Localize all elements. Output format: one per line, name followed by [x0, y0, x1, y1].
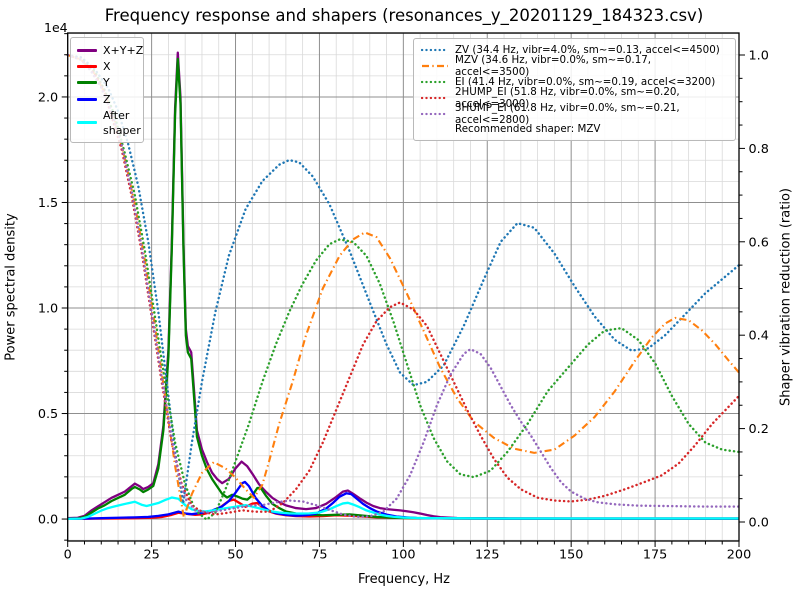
y-right-tick-label: 0.2: [749, 422, 769, 437]
y-left-tick-label: 1.5: [38, 196, 58, 211]
legend-recommended-shaper: Recommended shaper: MZV: [455, 123, 601, 136]
y-left-tick-label: 0.5: [38, 407, 58, 422]
legend-sample-line-icon: [422, 64, 448, 67]
legend-item-label: ZV (34.4 Hz, vibr=4.0%, sm~=0.13, accel<…: [455, 43, 720, 56]
legend-item-z: Z: [77, 91, 137, 107]
y-axis-right-label: Shaper vibration reduction (ratio): [778, 188, 794, 406]
x-tick-label: 125: [475, 548, 499, 563]
legend-item-label: 3HUMP_EI (61.8 Hz, vibr=0.0%, sm~=0.21, …: [455, 101, 680, 126]
legend-sample: [420, 92, 450, 104]
y-right-tick-label: 0.0: [749, 515, 769, 530]
y-right-tick-label: 0.4: [749, 329, 769, 344]
legend-sample-line-icon: [77, 48, 97, 52]
x-tick-label: 75: [311, 548, 327, 563]
legend-item-label: Z: [103, 92, 111, 106]
legend-item-after-shaper: After shaper: [77, 108, 141, 138]
legend-sample-line-icon: [420, 80, 450, 83]
legend-sample: [420, 76, 450, 88]
x-tick-label: 175: [643, 548, 667, 563]
legend-item-label: EI (41.4 Hz, vibr=0.0%, sm~=0.19, accel<…: [455, 75, 716, 88]
chart-title: Frequency response and shapers (resonanc…: [104, 6, 704, 25]
legend-psd: X+Y+Z X Y Z After shaper: [70, 37, 144, 143]
series-y: [67, 57, 739, 520]
y-right-tick-label: 1.0: [749, 49, 769, 64]
legend-sample-line-icon: [420, 96, 450, 99]
legend-item-label: After shaper: [103, 108, 141, 137]
series-3hump_ei: [66, 53, 740, 519]
legend-item-zv: ZV (34.4 Hz, vibr=4.0%, sm~=0.13, accel<…: [420, 42, 728, 58]
y-left-tick-label: 1.0: [38, 302, 58, 317]
legend-item-label: Y: [103, 76, 110, 90]
legend-sample: [420, 108, 450, 120]
legend-item-3hump_ei: 3HUMP_EI (61.8 Hz, vibr=0.0%, sm~=0.21, …: [420, 102, 728, 126]
y-right-tick-label: 0.8: [749, 142, 769, 157]
legend-item-x+y+z: X+Y+Z: [77, 42, 143, 58]
legend-item-ei: EI (41.4 Hz, vibr=0.0%, sm~=0.19, accel<…: [420, 74, 728, 90]
legend-item-label: X: [103, 60, 111, 74]
legend-item-x: X: [77, 58, 137, 74]
x-tick-label: 100: [391, 548, 415, 563]
series-ei: [66, 53, 740, 521]
ticks: [61, 33, 745, 547]
legend-item-mzv: MZV (34.6 Hz, vibr=0.0%, sm~=0.17, accel…: [421, 54, 728, 78]
legend-sample-line-icon: [420, 112, 450, 115]
legend-shapers: ZV (34.4 Hz, vibr=4.0%, sm~=0.13, accel<…: [413, 38, 736, 142]
legend-item-label: 2HUMP_EI (51.8 Hz, vibr=0.0%, sm~=0.20, …: [455, 85, 680, 110]
legend-sample-line-icon: [77, 65, 97, 69]
series-2hump_ei: [66, 53, 740, 516]
x-tick-label: 25: [143, 548, 159, 563]
x-tick-label: 150: [559, 548, 583, 563]
x-tick-label: 0: [64, 548, 72, 563]
legend-sample: [420, 44, 450, 56]
legend-sample-line-icon: [420, 48, 450, 52]
legend-sample-line-icon: [77, 121, 97, 125]
legend-sample-line-icon: [77, 81, 97, 85]
series-after-shaper: [67, 496, 739, 520]
y-left-tick-label: 2.0: [38, 90, 58, 105]
tick-labels: 0 25 50 75 100 125 150 175 200 0.0 0.5 1.0 1.5 2.0 0.0…: [38, 49, 769, 563]
y-left-tick-label: 0.0: [38, 513, 58, 528]
legend-sample: [421, 60, 449, 72]
x-tick-label: 50: [227, 548, 243, 563]
y-axis-offset-label: 1e4: [44, 20, 68, 35]
legend-sample-line-icon: [77, 97, 97, 101]
y-axis-left-label: Power spectral density: [3, 213, 19, 361]
legend-item-label: MZV (34.6 Hz, vibr=0.0%, sm~=0.17, accel…: [455, 53, 652, 78]
series-x+y+z: [67, 51, 739, 520]
x-tick-label: 200: [727, 548, 751, 563]
series-zv: [66, 53, 740, 505]
legend-item-y: Y: [77, 75, 137, 91]
y-right-tick-label: 0.6: [749, 235, 769, 250]
x-axis-label: Frequency, Hz: [357, 572, 451, 587]
series-group: [66, 51, 740, 521]
legend-item-2hump_ei: 2HUMP_EI (51.8 Hz, vibr=0.0%, sm~=0.20, …: [420, 86, 728, 110]
legend-item-label: X+Y+Z: [103, 43, 144, 57]
